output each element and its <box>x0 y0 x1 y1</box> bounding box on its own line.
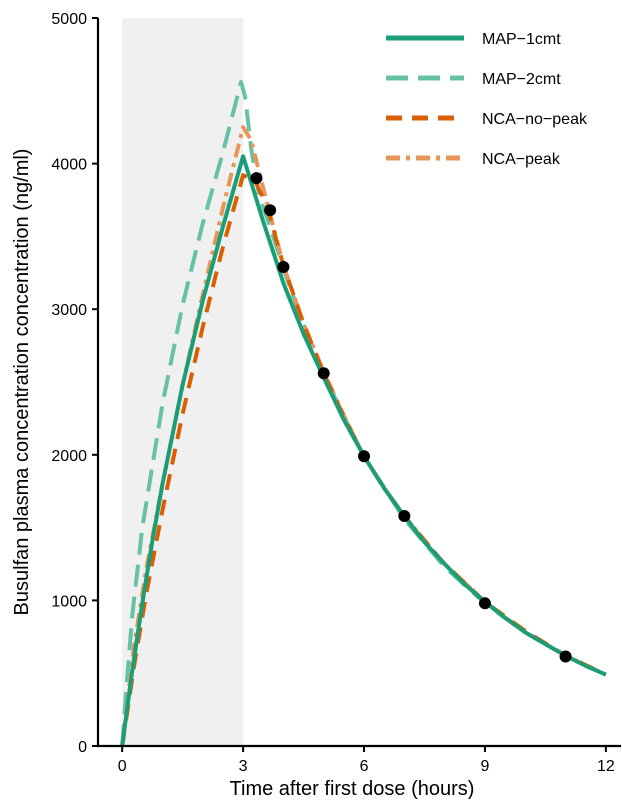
y-tick-label: 1000 <box>51 593 87 610</box>
x-axis-title: Time after first dose (hours) <box>230 778 475 800</box>
legend-label: MAP−2cmt <box>482 71 561 88</box>
y-ticks-layer: 0 1000 2000 3000 4000 5000 <box>51 11 98 756</box>
legend-label: MAP−1cmt <box>482 31 561 48</box>
x-tick-label: 6 <box>360 758 369 775</box>
observed-point <box>250 172 263 185</box>
observed-points-layer <box>250 172 572 663</box>
axes-layer <box>96 18 621 748</box>
series-line-map-1cmt <box>120 154 607 747</box>
observed-point <box>559 650 572 663</box>
observed-point <box>264 204 277 217</box>
legend-label: NCA−no−peak <box>482 111 588 128</box>
y-tick-label: 2000 <box>51 448 87 465</box>
observed-point <box>478 597 491 610</box>
y-tick-label: 3000 <box>51 302 87 319</box>
x-tick-label: 9 <box>481 758 490 775</box>
observed-point <box>277 260 290 273</box>
x-tick-label: 12 <box>597 758 615 775</box>
x-tick-label: 3 <box>239 758 248 775</box>
observed-point <box>317 367 330 380</box>
observed-point <box>358 450 371 463</box>
y-tick-label: 0 <box>78 739 87 756</box>
y-tick-label: 4000 <box>51 157 87 174</box>
x-ticks-layer: 0 3 6 9 12 <box>118 746 615 775</box>
legend-label: NCA−peak <box>482 151 561 168</box>
x-tick-label: 0 <box>118 758 127 775</box>
legend: MAP−1cmt MAP−2cmt NCA−no−peak NCA−peak <box>386 31 588 168</box>
y-tick-label: 5000 <box>51 11 87 28</box>
observed-point <box>398 509 411 522</box>
y-axis-title: Busulfan plasma concentration concentrat… <box>11 149 33 616</box>
